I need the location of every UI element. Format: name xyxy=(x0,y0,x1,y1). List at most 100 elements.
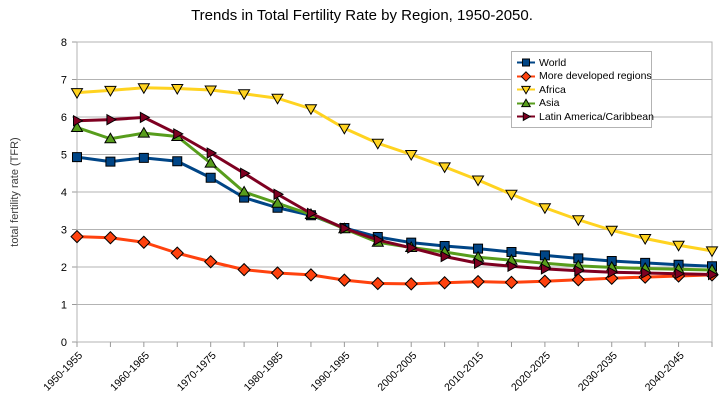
y-tick-label-1: 1 xyxy=(61,300,67,312)
x-tick-label-8: 1990-1995 xyxy=(308,350,352,394)
legend-item-asia: Asia xyxy=(517,97,646,111)
series-marker-more-developed-regions-2 xyxy=(137,235,151,249)
x-tick-label-4: 1970-1975 xyxy=(175,350,219,394)
series-marker-more-developed-regions-3 xyxy=(170,246,184,260)
x-tick-label-18: 2040-2045 xyxy=(643,350,687,394)
series-marker-world-13 xyxy=(506,247,517,257)
series-marker-africa-9 xyxy=(371,138,385,150)
series-marker-africa-10 xyxy=(404,150,418,161)
y-tick-label-5: 5 xyxy=(61,150,67,162)
series-marker-asia-0 xyxy=(70,121,84,132)
series-marker-africa-1 xyxy=(104,85,117,97)
y-tick-label-0: 0 xyxy=(61,337,67,349)
series-marker-latin-america-caribbean-19 xyxy=(708,268,719,281)
series-marker-latin-america-caribbean-5 xyxy=(240,167,251,180)
series-marker-africa-11 xyxy=(438,162,451,174)
series-marker-latin-america-caribbean-15 xyxy=(574,264,585,277)
series-marker-more-developed-regions-12 xyxy=(471,274,485,289)
series-marker-more-developed-regions-6 xyxy=(270,266,285,280)
series-marker-more-developed-regions-0 xyxy=(70,229,84,244)
legend-label-more-developed-regions: More developed regions xyxy=(539,70,652,83)
series-line-africa xyxy=(75,86,714,253)
series-marker-world-2 xyxy=(138,152,149,163)
series-marker-africa-12 xyxy=(471,175,485,187)
series-marker-latin-america-caribbean-8 xyxy=(340,222,351,235)
series-marker-asia-5 xyxy=(237,185,251,197)
x-tick-label-2: 1960-1965 xyxy=(108,350,152,394)
legend-label-africa: Africa xyxy=(539,83,566,96)
series-marker-more-developed-regions-10 xyxy=(404,277,418,291)
legend-item-world: World xyxy=(517,56,646,70)
series-marker-asia-1 xyxy=(104,132,117,144)
triangle-up-icon xyxy=(517,98,535,107)
legend-item-latin-america-caribbean: Latin America/Caribbean xyxy=(517,110,654,124)
y-tick-label-8: 8 xyxy=(61,37,67,49)
chart-title: Trends in Total Fertility Rate by Region… xyxy=(191,7,533,24)
series-marker-africa-16 xyxy=(605,225,619,237)
y-tick-label-7: 7 xyxy=(61,75,67,87)
legend: World More developed regions Africa Asia Lat… xyxy=(511,51,654,128)
series-marker-africa-2 xyxy=(137,83,151,95)
series-marker-latin-america-caribbean-4 xyxy=(206,147,218,159)
series-marker-world-12 xyxy=(473,243,484,254)
legend-label-latin-america-caribbean: Latin America/Caribbean xyxy=(539,110,654,123)
series-marker-latin-america-caribbean-13 xyxy=(507,260,519,273)
series-marker-africa-4 xyxy=(204,85,218,97)
triangle-down-icon xyxy=(517,86,535,95)
series-marker-asia-4 xyxy=(204,156,218,168)
series-marker-latin-america-caribbean-10 xyxy=(407,242,418,254)
series-marker-africa-18 xyxy=(672,240,685,252)
series-marker-africa-15 xyxy=(571,215,585,227)
series-marker-africa-7 xyxy=(304,104,318,116)
series-marker-latin-america-caribbean-9 xyxy=(373,234,385,246)
series-marker-africa-17 xyxy=(638,234,652,245)
series-marker-more-developed-regions-11 xyxy=(437,276,452,290)
series-marker-latin-america-caribbean-0 xyxy=(73,114,84,127)
y-tick-label-2: 2 xyxy=(61,262,67,274)
diamond-icon xyxy=(517,70,535,82)
series-marker-world-3 xyxy=(172,156,183,167)
series-marker-africa-19 xyxy=(705,246,719,258)
x-tick-label-10: 2000-2005 xyxy=(375,350,419,394)
series-marker-more-developed-regions-8 xyxy=(337,273,352,287)
x-tick-label-14: 2020-2025 xyxy=(509,350,553,394)
series-marker-asia-2 xyxy=(137,126,151,138)
triangle-right-icon xyxy=(517,112,535,122)
series-marker-latin-america-caribbean-11 xyxy=(440,250,452,263)
y-tick-label-3: 3 xyxy=(61,225,67,237)
series-marker-more-developed-regions-14 xyxy=(538,274,552,288)
series-marker-latin-america-caribbean-16 xyxy=(607,266,619,279)
series-marker-latin-america-caribbean-17 xyxy=(641,267,652,279)
series-marker-latin-america-caribbean-14 xyxy=(540,263,552,275)
x-tick-label-12: 2010-2015 xyxy=(442,350,486,394)
series-marker-africa-3 xyxy=(170,84,184,95)
series-marker-more-developed-regions-5 xyxy=(237,262,251,277)
series-marker-world-1 xyxy=(105,156,116,167)
x-tick-label-0: 1950-1955 xyxy=(41,350,85,394)
series-marker-latin-america-caribbean-2 xyxy=(139,111,151,124)
series-marker-more-developed-regions-15 xyxy=(571,273,586,287)
series-marker-more-developed-regions-9 xyxy=(371,276,385,291)
series-marker-africa-13 xyxy=(505,189,518,201)
series-line-world xyxy=(75,155,714,268)
series-marker-africa-8 xyxy=(338,123,351,135)
legend-label-asia: Asia xyxy=(539,97,560,110)
series-marker-more-developed-regions-1 xyxy=(103,231,118,245)
series-marker-world-15 xyxy=(573,253,584,264)
series-marker-latin-america-caribbean-6 xyxy=(273,188,285,201)
series-marker-asia-6 xyxy=(271,196,284,208)
series-marker-more-developed-regions-4 xyxy=(203,255,218,269)
x-tick-label-6: 1980-1985 xyxy=(242,350,286,394)
series-line-latin-america-caribbean xyxy=(75,115,714,276)
series-marker-world-4 xyxy=(205,172,216,183)
plot-border xyxy=(76,41,713,343)
y-tick-label-4: 4 xyxy=(61,187,67,199)
square-icon xyxy=(517,58,535,67)
series-marker-africa-6 xyxy=(271,93,284,105)
series-marker-more-developed-regions-7 xyxy=(304,268,318,282)
series-marker-latin-america-caribbean-18 xyxy=(674,267,686,280)
series-marker-latin-america-caribbean-12 xyxy=(474,257,485,270)
series-marker-africa-5 xyxy=(237,89,251,101)
